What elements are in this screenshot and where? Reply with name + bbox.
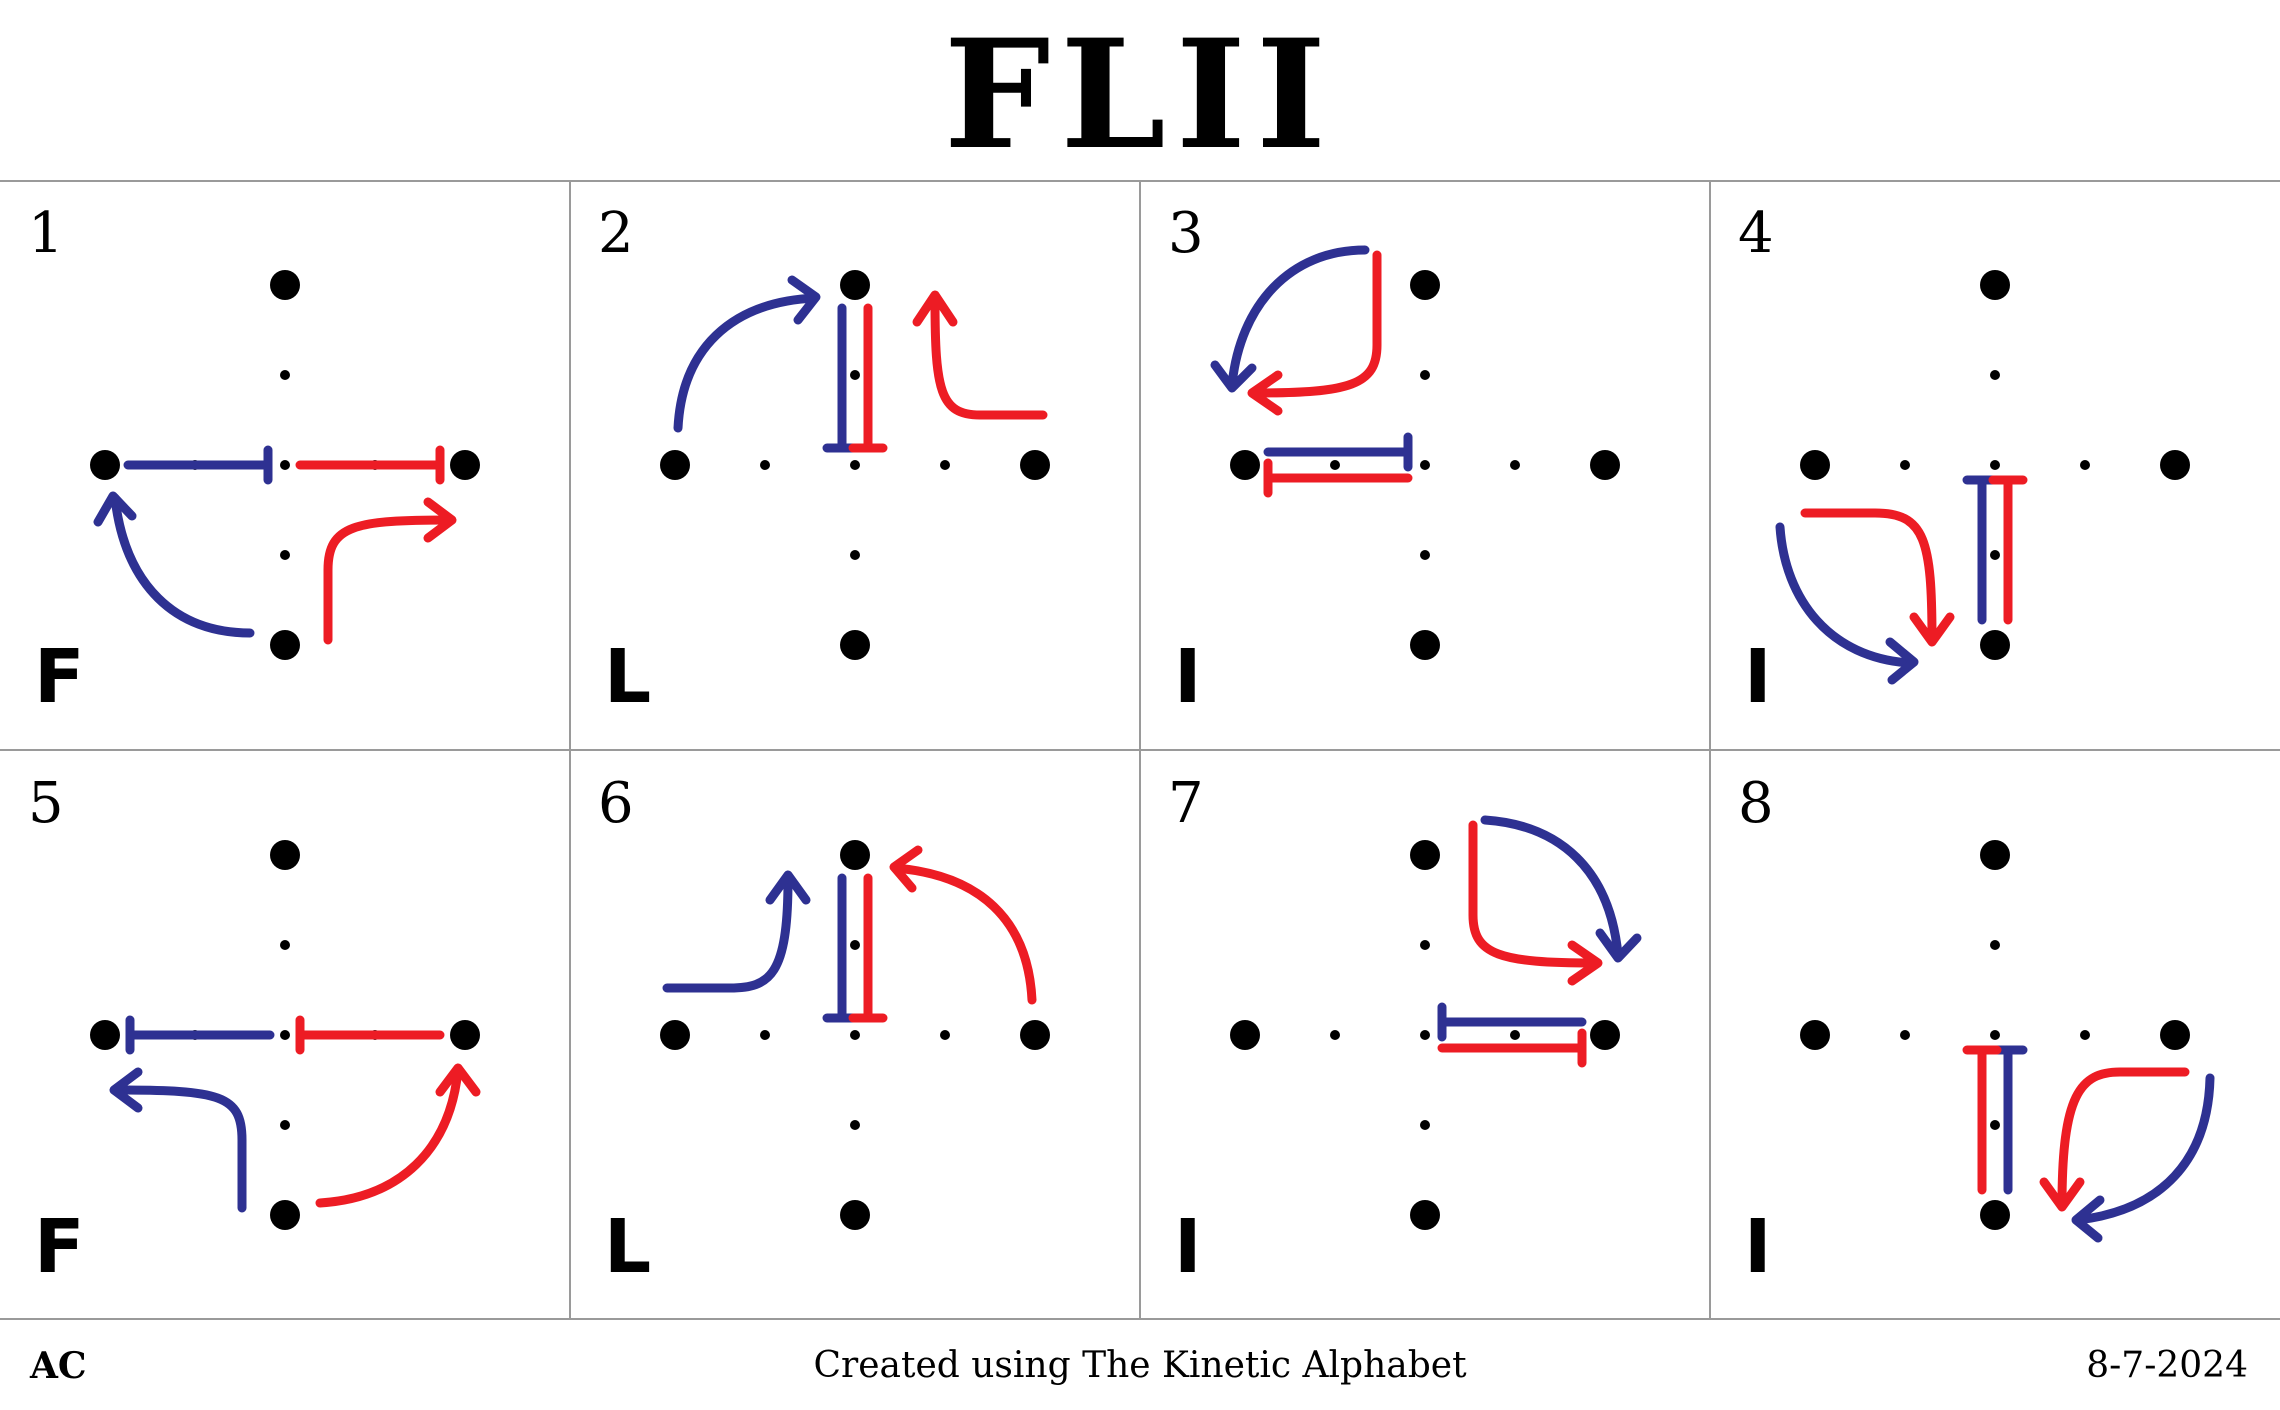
credit-text: Created using The Kinetic Alphabet bbox=[813, 1345, 1467, 1386]
cell-2: 2 L bbox=[570, 180, 1140, 750]
diagram-grid: 1 F 2 L bbox=[0, 180, 2280, 1320]
cell-4-diagram bbox=[1775, 270, 2190, 685]
cell-6: 6 L bbox=[570, 750, 1140, 1320]
cell-6-diagram bbox=[660, 840, 1050, 1230]
grid-line-v1 bbox=[569, 180, 571, 1320]
grid-line-v2 bbox=[1139, 180, 1141, 1320]
cell-number: 8 bbox=[1738, 771, 1774, 836]
cell-number: 7 bbox=[1168, 771, 1204, 836]
cell-4: 4 I bbox=[1710, 180, 2280, 750]
cell-letter: F bbox=[34, 634, 85, 720]
cell-number: 4 bbox=[1738, 201, 1774, 266]
cell-letter: I bbox=[1174, 1204, 1202, 1290]
cell-1: 1 F bbox=[0, 180, 570, 750]
cell-letter: I bbox=[1744, 634, 1772, 720]
cell-number: 1 bbox=[28, 201, 64, 266]
cell-number: 6 bbox=[598, 771, 634, 836]
cell-7-diagram bbox=[1230, 815, 1642, 1230]
page-title: FLII bbox=[943, 7, 1337, 183]
cell-letter: I bbox=[1744, 1204, 1772, 1290]
cell-1-diagram bbox=[90, 270, 480, 660]
cell-5: 5 F bbox=[0, 750, 570, 1320]
cell-3: 3 I bbox=[1140, 180, 1710, 750]
cell-3-diagram bbox=[1210, 245, 1620, 660]
grid-line-v3 bbox=[1709, 180, 1711, 1320]
cell-8: 8 I bbox=[1710, 750, 2280, 1320]
cell-letter: L bbox=[604, 634, 652, 720]
cell-7: 7 I bbox=[1140, 750, 1710, 1320]
cell-letter: I bbox=[1174, 634, 1202, 720]
cell-5-diagram bbox=[90, 840, 481, 1230]
cell-number: 5 bbox=[28, 771, 64, 836]
cell-number: 3 bbox=[1168, 201, 1204, 266]
cell-2-diagram bbox=[660, 270, 1050, 660]
cell-8-diagram bbox=[1800, 840, 2215, 1243]
author-initials: AC bbox=[30, 1345, 87, 1387]
cell-letter: F bbox=[34, 1204, 85, 1290]
cell-letter: L bbox=[604, 1204, 652, 1290]
cell-number: 2 bbox=[598, 201, 634, 266]
date-text: 8-7-2024 bbox=[2086, 1345, 2248, 1386]
